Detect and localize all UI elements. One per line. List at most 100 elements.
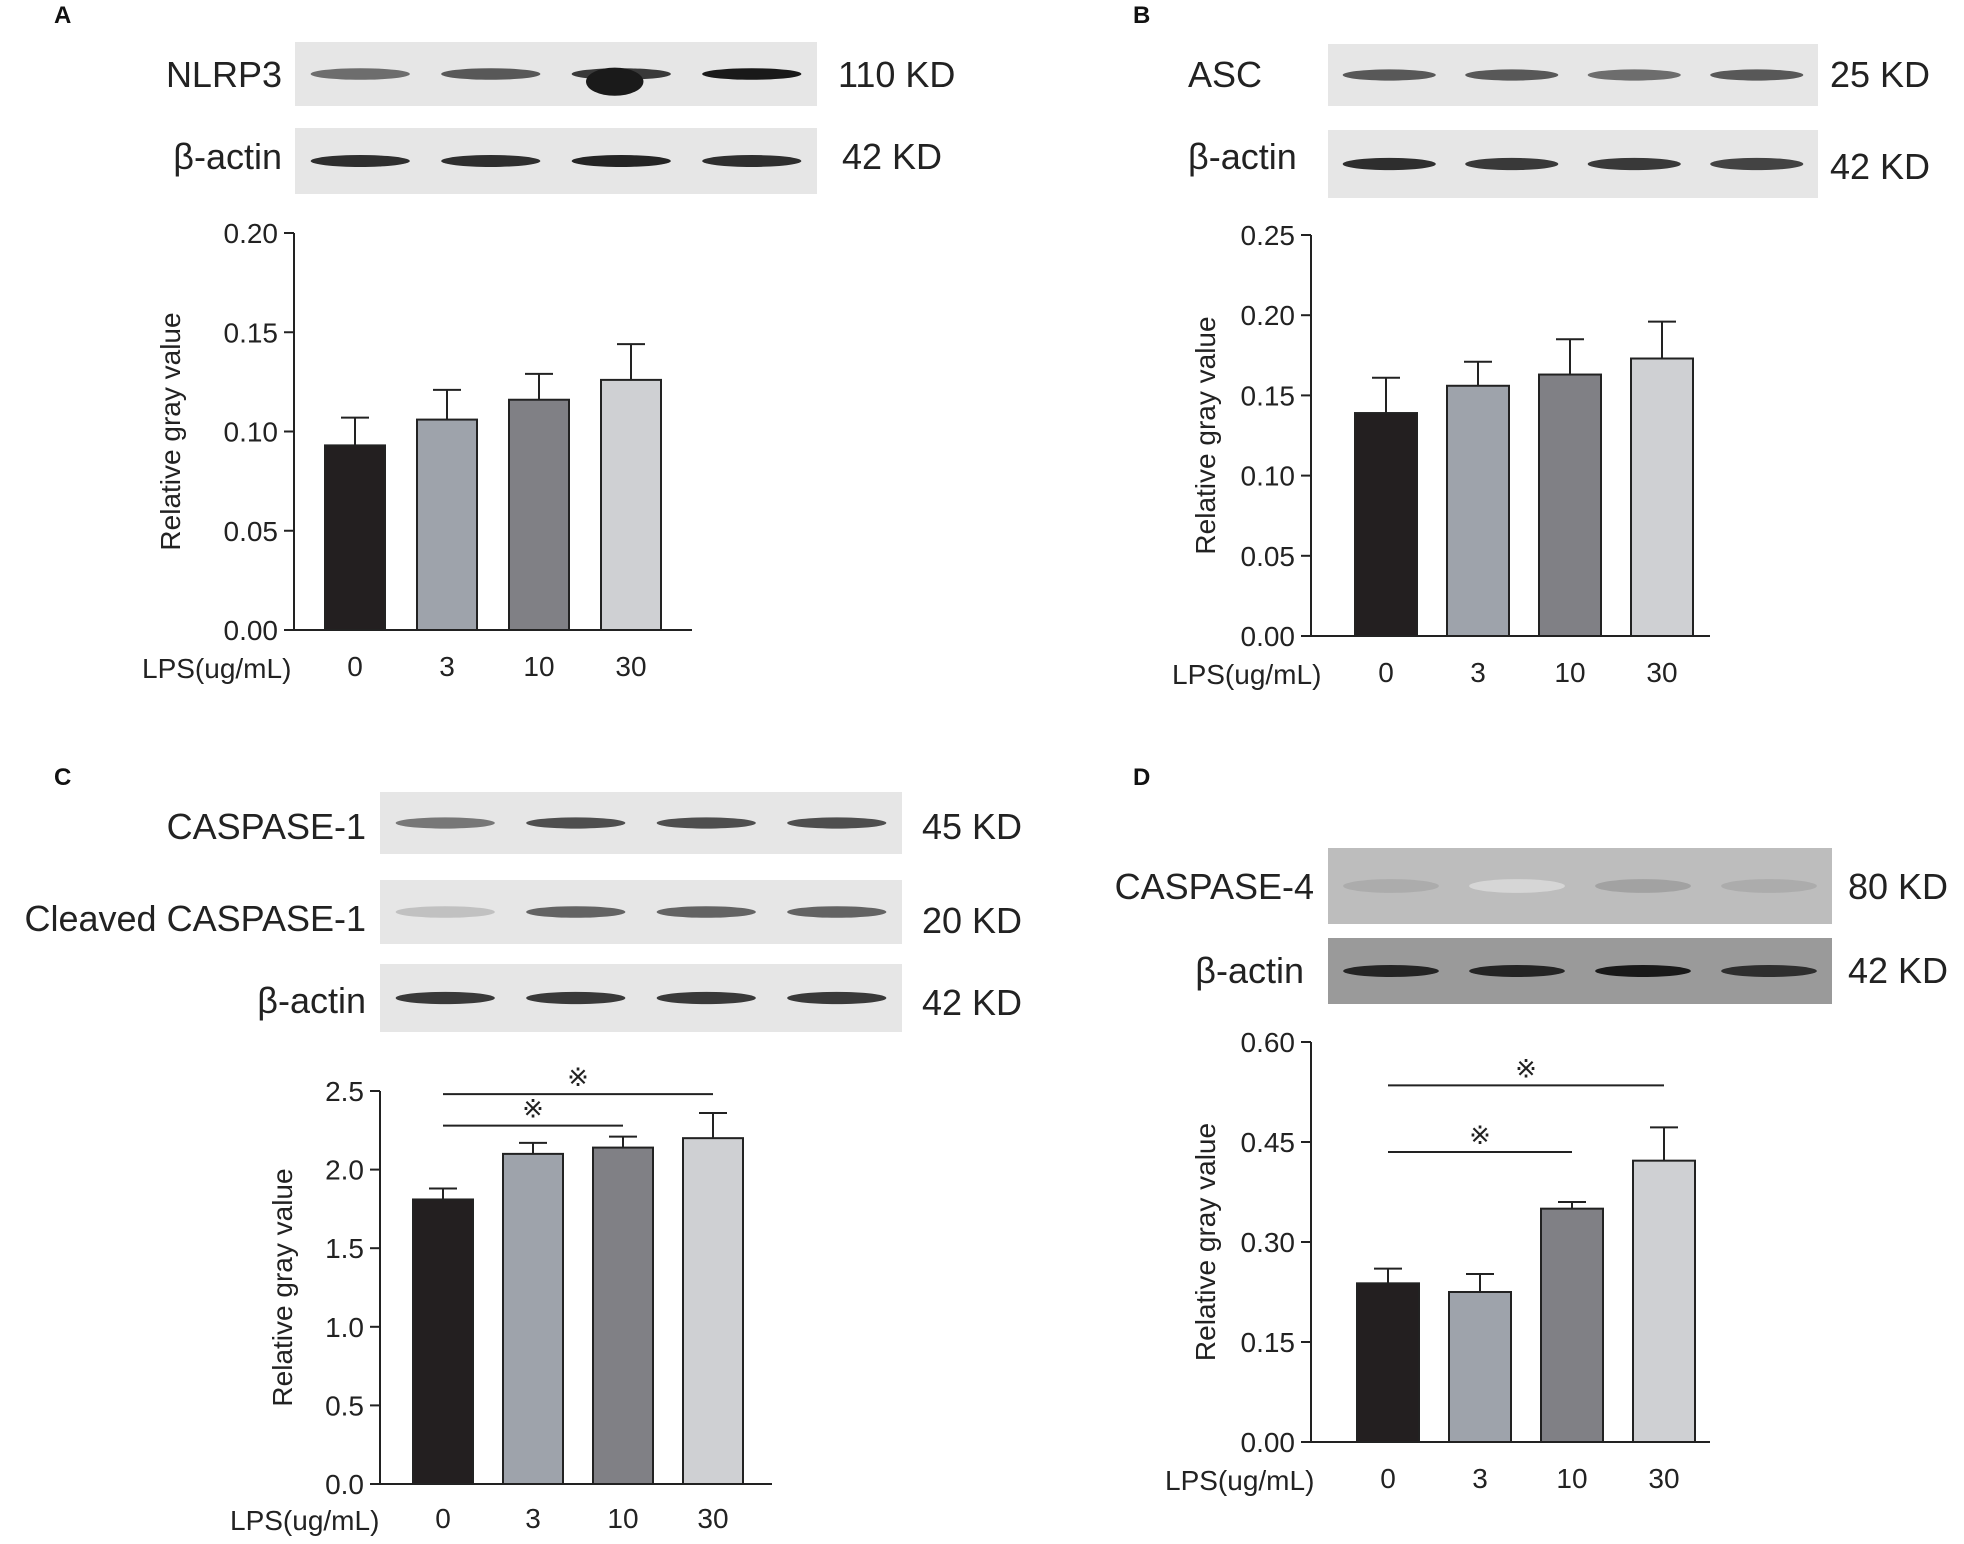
blot-cleaved-caspase-1: [380, 880, 902, 944]
blot-band: [656, 906, 756, 918]
blot-band: [702, 68, 802, 80]
significance-mark: ※: [1515, 1053, 1537, 1083]
blot-band: [1587, 69, 1681, 81]
y-tick-label: 0.15: [1241, 380, 1296, 411]
x-tick-label: 0: [435, 1503, 451, 1534]
panel-label-b: B: [1133, 2, 1151, 29]
blot-label-cleaved-caspase-1: Cleaved CASPASE-1: [24, 898, 367, 939]
bar: [1540, 1207, 1604, 1443]
blot-band: [1721, 879, 1817, 893]
blot-band: [656, 991, 756, 1005]
bar: [682, 1137, 744, 1486]
x-axis-label: LPS(ug/mL): [142, 653, 291, 684]
y-tick-label: 0.60: [1241, 1027, 1296, 1058]
blot-kd-cleaved-caspase-1: 20 KD: [922, 900, 1023, 941]
y-tick-label: 0.20: [1241, 300, 1296, 331]
blot-band: [1465, 69, 1559, 81]
blot-band: [526, 991, 626, 1005]
blot-band: [441, 155, 541, 167]
blot-kd-nlrp3: 110 KD: [838, 54, 956, 95]
blot-image: [1328, 938, 1832, 1004]
blot-label-actin-d: β-actin: [1195, 950, 1304, 991]
y-tick-label: 0.15: [1241, 1327, 1296, 1358]
blot-kd-actin-c: 42 KD: [922, 982, 1023, 1023]
blot-actin-a: [295, 128, 817, 194]
bar: [592, 1146, 654, 1486]
x-tick-label: 3: [1470, 657, 1486, 688]
bar: [508, 398, 570, 631]
blot-caspase-4: [1328, 848, 1832, 924]
x-tick-label: 10: [523, 651, 554, 682]
blot-label-nlrp3: NLRP3: [165, 54, 282, 95]
blot-actin-c: [380, 964, 902, 1032]
y-tick-label: 0.0: [325, 1469, 364, 1500]
blot-asc: [1328, 44, 1818, 106]
blot-band: [1710, 69, 1804, 81]
blot-band: [310, 155, 410, 167]
y-tick-label: 2.5: [325, 1076, 364, 1107]
blot-band: [1465, 157, 1559, 171]
y-tick-label: 0.5: [325, 1390, 364, 1421]
x-axis-label: LPS(ug/mL): [1172, 659, 1321, 690]
bar: [1630, 357, 1694, 637]
blot-kd-caspase-1: 45 KD: [922, 806, 1023, 847]
x-tick-label: 10: [1556, 1463, 1587, 1494]
blot-band: [1469, 879, 1565, 893]
y-tick-label: 1.5: [325, 1233, 364, 1264]
blot-blot-stain: [586, 67, 644, 96]
blot-band: [787, 991, 887, 1005]
bar: [1448, 1291, 1512, 1443]
blot-kd-caspase-4: 80 KD: [1848, 866, 1949, 907]
y-tick-label: 0.25: [1241, 220, 1296, 251]
significance-mark: ※: [567, 1062, 589, 1092]
y-tick-label: 0.10: [1241, 461, 1296, 492]
y-tick-label: 1.0: [325, 1312, 364, 1343]
blot-image: [1328, 44, 1818, 106]
blot-band: [395, 906, 495, 918]
blot-band: [395, 817, 495, 829]
blot-band: [787, 817, 887, 829]
blot-label-asc: ASC: [1188, 54, 1263, 95]
bar: [416, 418, 478, 631]
blot-band: [1587, 157, 1681, 171]
x-axis-label: LPS(ug/mL): [1165, 1465, 1314, 1496]
y-tick-label: 0.20: [224, 218, 279, 249]
panel-label-c: C: [54, 764, 72, 791]
blot-label-caspase-1: CASPASE-1: [166, 806, 366, 847]
blot-band: [526, 817, 626, 829]
blot-actin-b: [1328, 130, 1818, 198]
blot-nlrp3: [295, 42, 817, 106]
blot-label-actin-c: β-actin: [257, 980, 366, 1021]
blot-kd-actin-b: 42 KD: [1830, 146, 1931, 187]
bar: [1632, 1159, 1696, 1443]
blot-kd-actin-d: 42 KD: [1848, 950, 1949, 991]
blot-label-caspase-4: CASPASE-4: [1114, 866, 1314, 907]
y-tick-label: 2.0: [325, 1155, 364, 1186]
significance-mark: ※: [522, 1094, 544, 1124]
bar: [1356, 1282, 1420, 1444]
blot-image: [295, 42, 817, 106]
blot-kd-actin-a: 42 KD: [842, 136, 943, 177]
x-tick-label: 3: [525, 1503, 541, 1534]
x-tick-label: 30: [1648, 1463, 1679, 1494]
x-tick-label: 3: [1472, 1463, 1488, 1494]
bar: [324, 444, 386, 631]
blot-band: [310, 68, 410, 80]
blot-caspase-1: [380, 792, 902, 854]
bar: [1446, 384, 1510, 637]
x-tick-label: 3: [439, 651, 455, 682]
blot-image: [380, 880, 902, 944]
blot-image: [1328, 130, 1818, 198]
y-tick-label: 0.10: [224, 417, 279, 448]
blot-band: [1710, 157, 1804, 171]
y-tick-label: 0.30: [1241, 1227, 1296, 1258]
blot-band: [1721, 965, 1817, 977]
x-tick-label: 30: [1646, 657, 1677, 688]
blot-band: [1342, 157, 1436, 171]
x-tick-label: 10: [607, 1503, 638, 1534]
y-tick-label: 0.00: [1241, 1427, 1296, 1458]
blot-band: [1595, 879, 1691, 893]
